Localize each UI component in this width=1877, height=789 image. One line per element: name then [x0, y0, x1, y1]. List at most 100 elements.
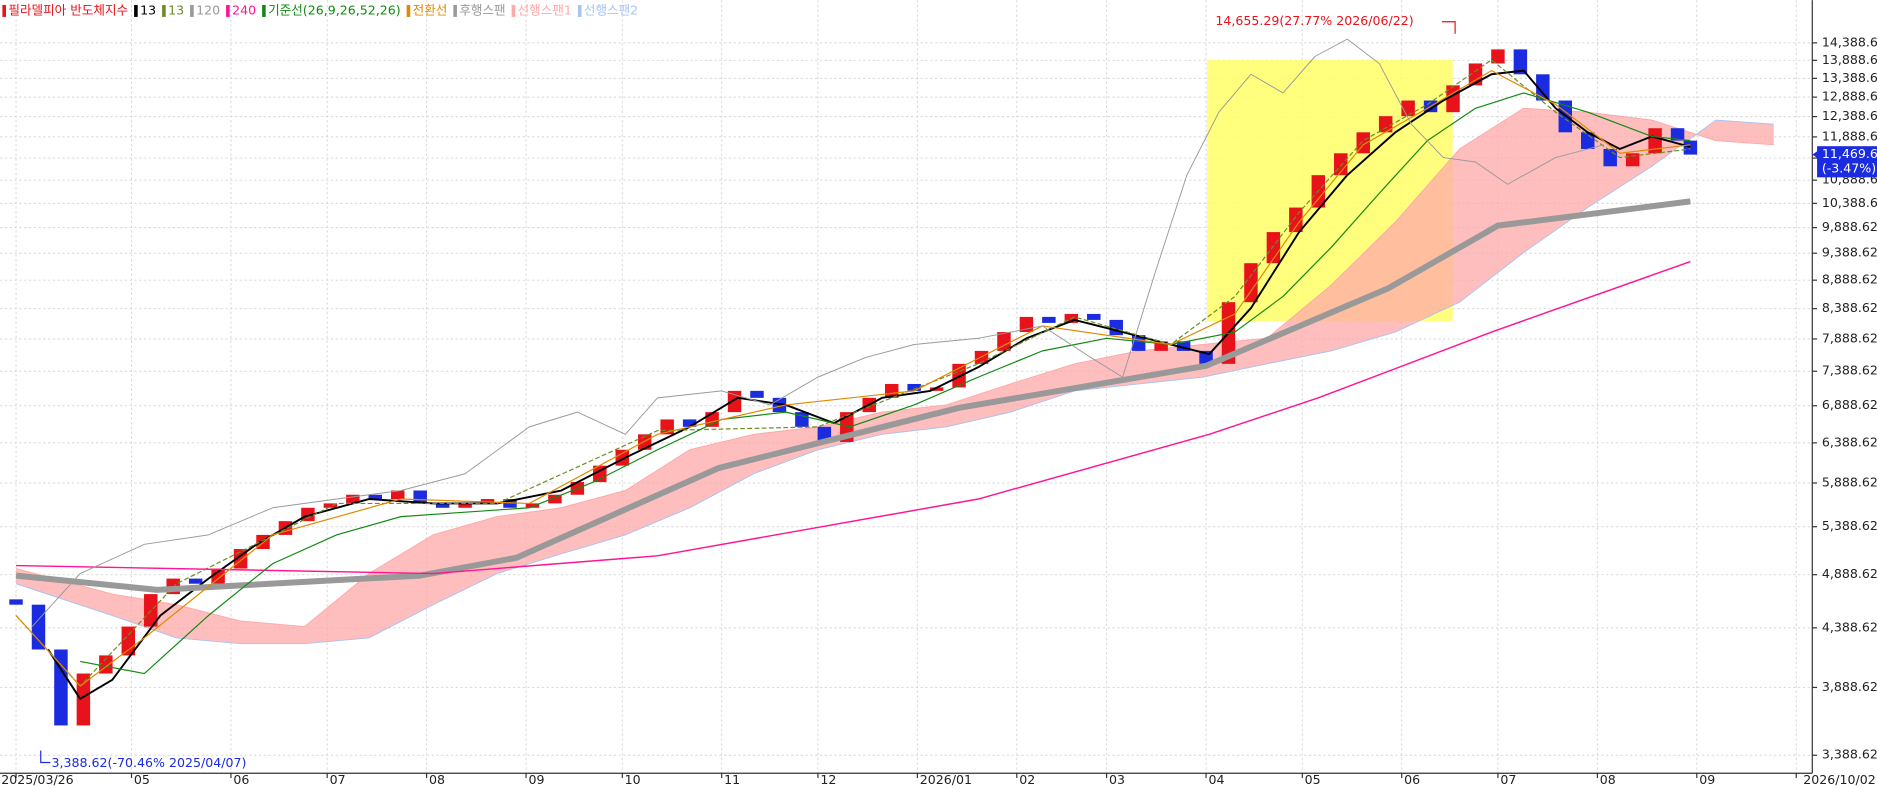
x-tick-label: 06: [1404, 772, 1420, 787]
x-tick-label: 11: [724, 772, 740, 787]
x-tick-label: 2026/10/02: [1803, 772, 1876, 787]
candle: [31, 604, 46, 650]
candle: [1266, 232, 1281, 264]
plot: [9, 38, 1774, 726]
candle: [480, 499, 495, 504]
candle: [1087, 313, 1101, 320]
x-tick-label: 09: [1699, 772, 1715, 787]
line: [15, 107, 1774, 628]
candle: [76, 673, 91, 726]
x-tick-label: 07: [1500, 772, 1516, 787]
cloud-fill: [16, 108, 1774, 644]
y-tick-label: 9,888.62: [1822, 219, 1877, 234]
legend-label: 전환선: [413, 2, 448, 17]
legend-label: 필라델피아 반도체지수: [8, 2, 128, 17]
x-tick-label: 05: [1305, 772, 1321, 787]
candle: [1042, 316, 1056, 323]
candle: [1625, 153, 1640, 167]
y-tick-label: 5,888.62: [1822, 475, 1877, 490]
candle: [121, 626, 136, 656]
candle: [1176, 341, 1191, 351]
price-tag-label: 11,469.66: [1822, 146, 1877, 161]
candle: [1581, 132, 1595, 150]
legend-swatch: [511, 4, 516, 17]
legend-swatch: [453, 4, 457, 17]
legend-label: 후행스팬: [459, 2, 505, 17]
x-tick-label: 06: [233, 772, 249, 787]
y-tick-label: 8,888.62: [1822, 272, 1877, 287]
x-tick-label: 2026/01: [920, 772, 972, 787]
legend-label: 13: [140, 2, 156, 17]
legend-swatch: [577, 4, 582, 17]
y-tick-label: 14,388.62: [1822, 34, 1877, 49]
legend-swatch: [162, 4, 166, 17]
y-tick-label: 3,388.62: [1822, 747, 1877, 762]
y-tick-label: 4,888.62: [1822, 566, 1877, 581]
x-tick-label: 10: [625, 772, 641, 787]
legend-swatch: [134, 4, 138, 17]
legend-label: 120: [196, 2, 220, 17]
y-tick-label: 4,388.62: [1822, 619, 1877, 634]
candle: [884, 383, 899, 398]
candle: [1491, 49, 1505, 64]
line: [15, 119, 1774, 645]
candle: [1536, 74, 1550, 101]
candle: [1154, 341, 1168, 351]
candle: [1670, 128, 1685, 141]
legend-label: 선행스팬1: [518, 2, 572, 17]
candle: [503, 499, 517, 508]
x-tick-label: 09: [528, 772, 544, 787]
candle: [1446, 85, 1460, 113]
candle: [1378, 116, 1393, 133]
candle: [188, 578, 203, 584]
line: [15, 198, 1691, 593]
legend-swatch: [190, 4, 194, 17]
low-pointer: [40, 750, 51, 764]
candle: [682, 419, 697, 427]
candle: [1648, 128, 1662, 154]
legend-label: 선행스팬2: [584, 2, 638, 17]
candle: [9, 599, 23, 605]
line: [16, 260, 1691, 575]
high-pointer: [1441, 21, 1456, 34]
y-tick-label: 12,888.62: [1822, 89, 1877, 104]
price-tag-arrow: [1812, 149, 1820, 160]
x-tick-label: 08: [1600, 772, 1616, 787]
y-tick-label: 3,888.62: [1822, 679, 1877, 694]
candle: [727, 390, 742, 413]
y-tick-label: 7,388.62: [1822, 363, 1877, 378]
y-tick-label: 5,388.62: [1822, 518, 1877, 533]
x-tick-label: 2025/03/26: [1, 772, 74, 787]
y-tick-label: 9,388.62: [1822, 245, 1877, 260]
candle: [435, 503, 450, 508]
legend-swatch: [406, 4, 411, 17]
candle: [1289, 207, 1303, 233]
price-tag-change: (-3.47%): [1822, 160, 1876, 175]
candle: [1244, 263, 1258, 303]
y-tick-label: 7,888.62: [1822, 330, 1877, 345]
candle: [391, 490, 405, 500]
y-tick-label: 13,388.62: [1822, 70, 1877, 85]
candle: [525, 503, 540, 508]
x-tick-label: 04: [1208, 772, 1224, 787]
candle: [997, 332, 1011, 351]
y-tick-label: 11,888.62: [1822, 128, 1877, 143]
candle: [750, 390, 764, 398]
price-tag: [1817, 146, 1877, 178]
candle: [368, 494, 383, 500]
candle: [548, 494, 562, 504]
legend-label: 240: [232, 2, 256, 17]
candle: [211, 568, 225, 584]
y-tick-label: 10,388.62: [1822, 195, 1877, 210]
legend-swatch: [2, 4, 6, 17]
legend-label: 기준선(26,9,26,52,26): [268, 2, 401, 17]
legend-label: 13: [168, 2, 184, 17]
candle: [1683, 140, 1698, 155]
y-tick-label: 12,388.62: [1822, 108, 1877, 123]
legend-swatch: [226, 4, 230, 17]
candle: [458, 503, 472, 508]
candle: [1603, 149, 1617, 167]
x-tick-label: 05: [134, 772, 150, 787]
y-tick-label: 6,388.62: [1822, 434, 1877, 449]
